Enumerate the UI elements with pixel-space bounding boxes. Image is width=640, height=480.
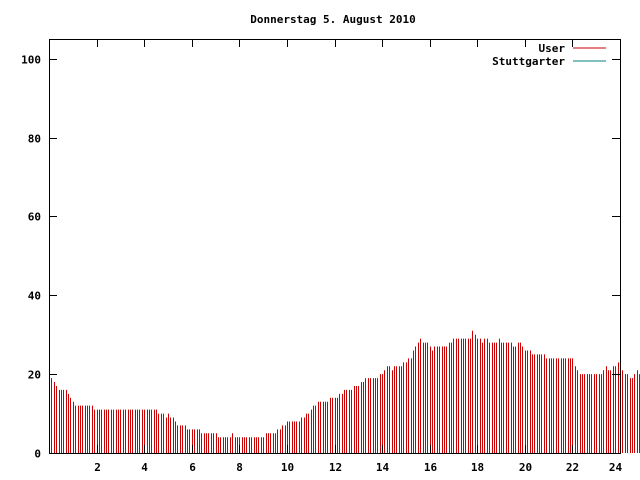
x-tick-label: 20 [519, 461, 532, 474]
y-tick-label: 100 [21, 54, 41, 67]
x-tick-label: 2 [94, 461, 101, 474]
bar-layer [49, 330, 640, 453]
y-tick-label: 40 [28, 290, 41, 303]
x-tick-label: 6 [189, 461, 196, 474]
y-tick-label: 60 [28, 211, 41, 224]
legend-label: Stuttgarter [492, 55, 565, 68]
x-tick-label: 18 [471, 461, 484, 474]
y-tick-label: 20 [28, 369, 41, 382]
x-tick-label: 12 [329, 461, 342, 474]
legend-label: User [539, 42, 566, 55]
x-tick-label: 22 [566, 461, 579, 474]
chart-title: Donnerstag 5. August 2010 [250, 13, 416, 26]
y-tick-label: 80 [28, 133, 41, 146]
x-tick-label: 10 [281, 461, 294, 474]
x-tick-label: 8 [236, 461, 243, 474]
x-tick-label: 4 [141, 461, 148, 474]
x-tick-label: 24 [609, 461, 623, 474]
y-tick-label: 0 [34, 448, 41, 461]
x-tick-label: 16 [424, 461, 438, 474]
x-tick-label: 14 [376, 461, 390, 474]
